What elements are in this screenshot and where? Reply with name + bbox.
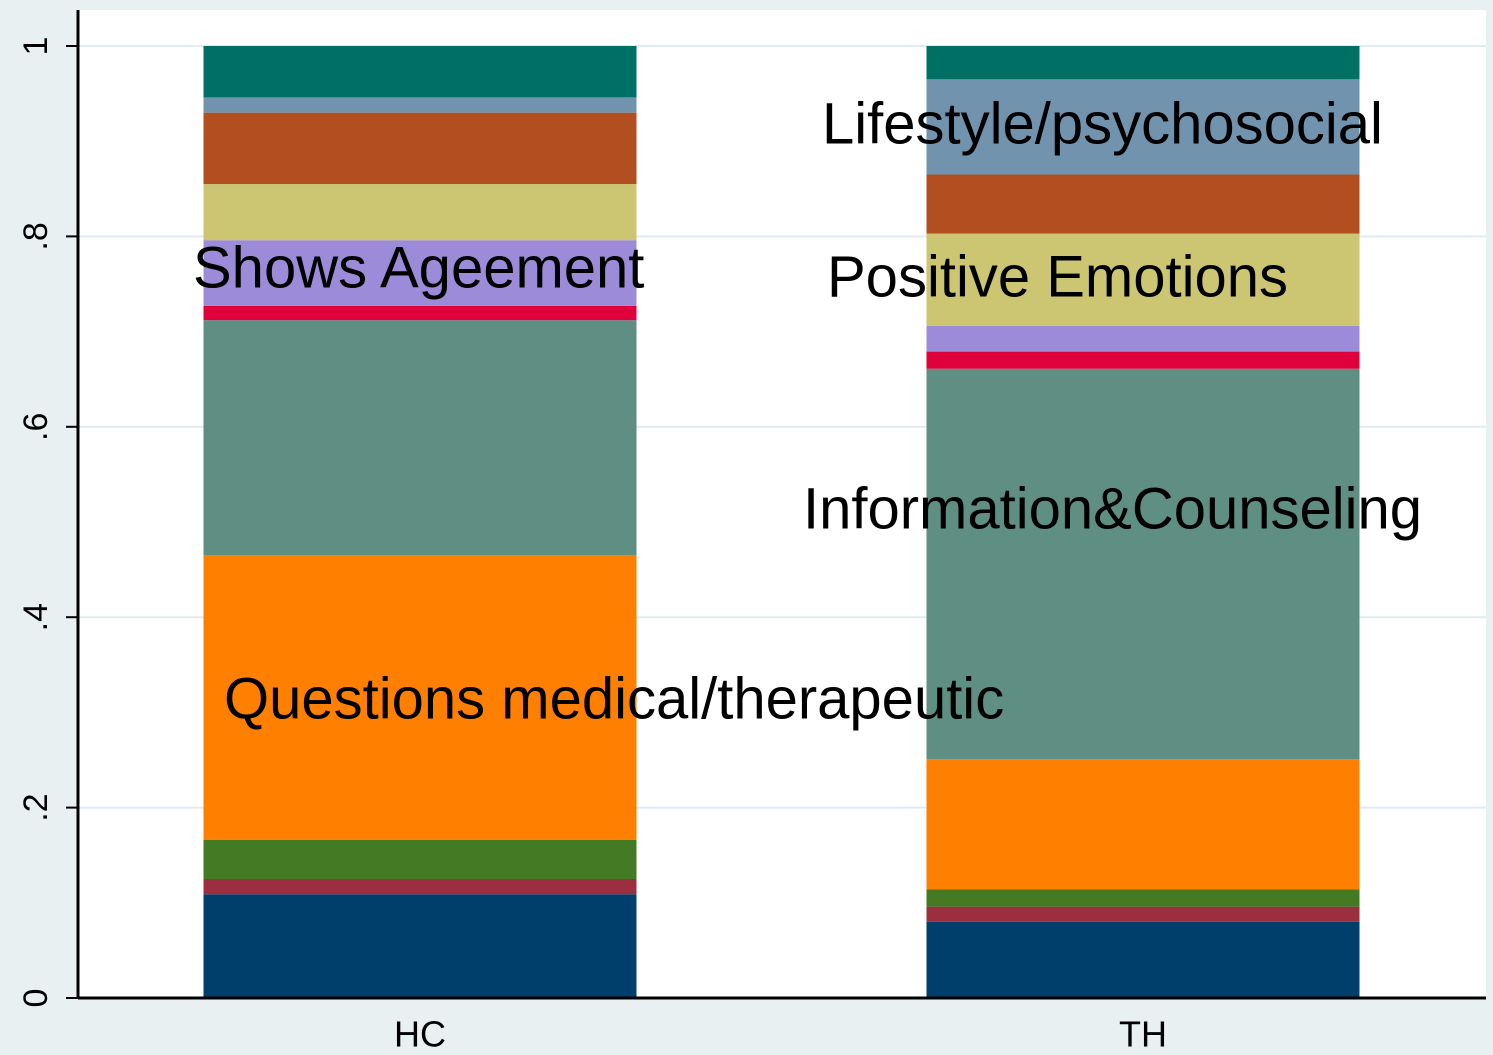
bar-segment — [203, 320, 637, 556]
x-tick-label: HC — [394, 1014, 446, 1055]
y-tick-label: 0 — [17, 989, 55, 1008]
y-tick-label: .8 — [17, 222, 55, 250]
annotation: Questions medical/therapeutic — [224, 666, 1004, 731]
bar-segment — [203, 839, 637, 879]
bar-segment — [926, 889, 1360, 907]
bar-segment — [926, 174, 1360, 234]
annotation: Shows Ageement — [193, 235, 644, 300]
bar-segment — [203, 879, 637, 895]
y-tick-label: .2 — [17, 793, 55, 821]
bar-segment — [203, 97, 637, 113]
y-tick-label: .4 — [17, 603, 55, 631]
bar-segment — [926, 46, 1360, 80]
bar-segment — [203, 112, 637, 185]
annotation: Positive Emotions — [827, 244, 1288, 309]
bar-segment — [926, 368, 1360, 760]
bar-segment — [926, 233, 1360, 326]
bar-segment — [203, 184, 637, 241]
bar-segment — [926, 906, 1360, 922]
bar-segment — [203, 555, 637, 840]
bar-segment — [926, 325, 1360, 352]
annotation: Information&Counseling — [803, 476, 1422, 541]
bar-segment — [926, 759, 1360, 890]
bar-segment — [203, 305, 637, 321]
annotation: Lifestyle/psychosocial — [822, 91, 1383, 156]
bar-segment — [926, 351, 1360, 369]
bar-segment — [926, 79, 1360, 175]
y-tick-label: .6 — [17, 413, 55, 441]
bar-segment — [926, 921, 1360, 998]
bar-segment — [203, 894, 637, 998]
y-tick-label: 1 — [17, 37, 55, 56]
x-tick-label: TH — [1119, 1014, 1167, 1055]
bar-segment — [203, 46, 637, 98]
bar-segment — [203, 240, 637, 306]
